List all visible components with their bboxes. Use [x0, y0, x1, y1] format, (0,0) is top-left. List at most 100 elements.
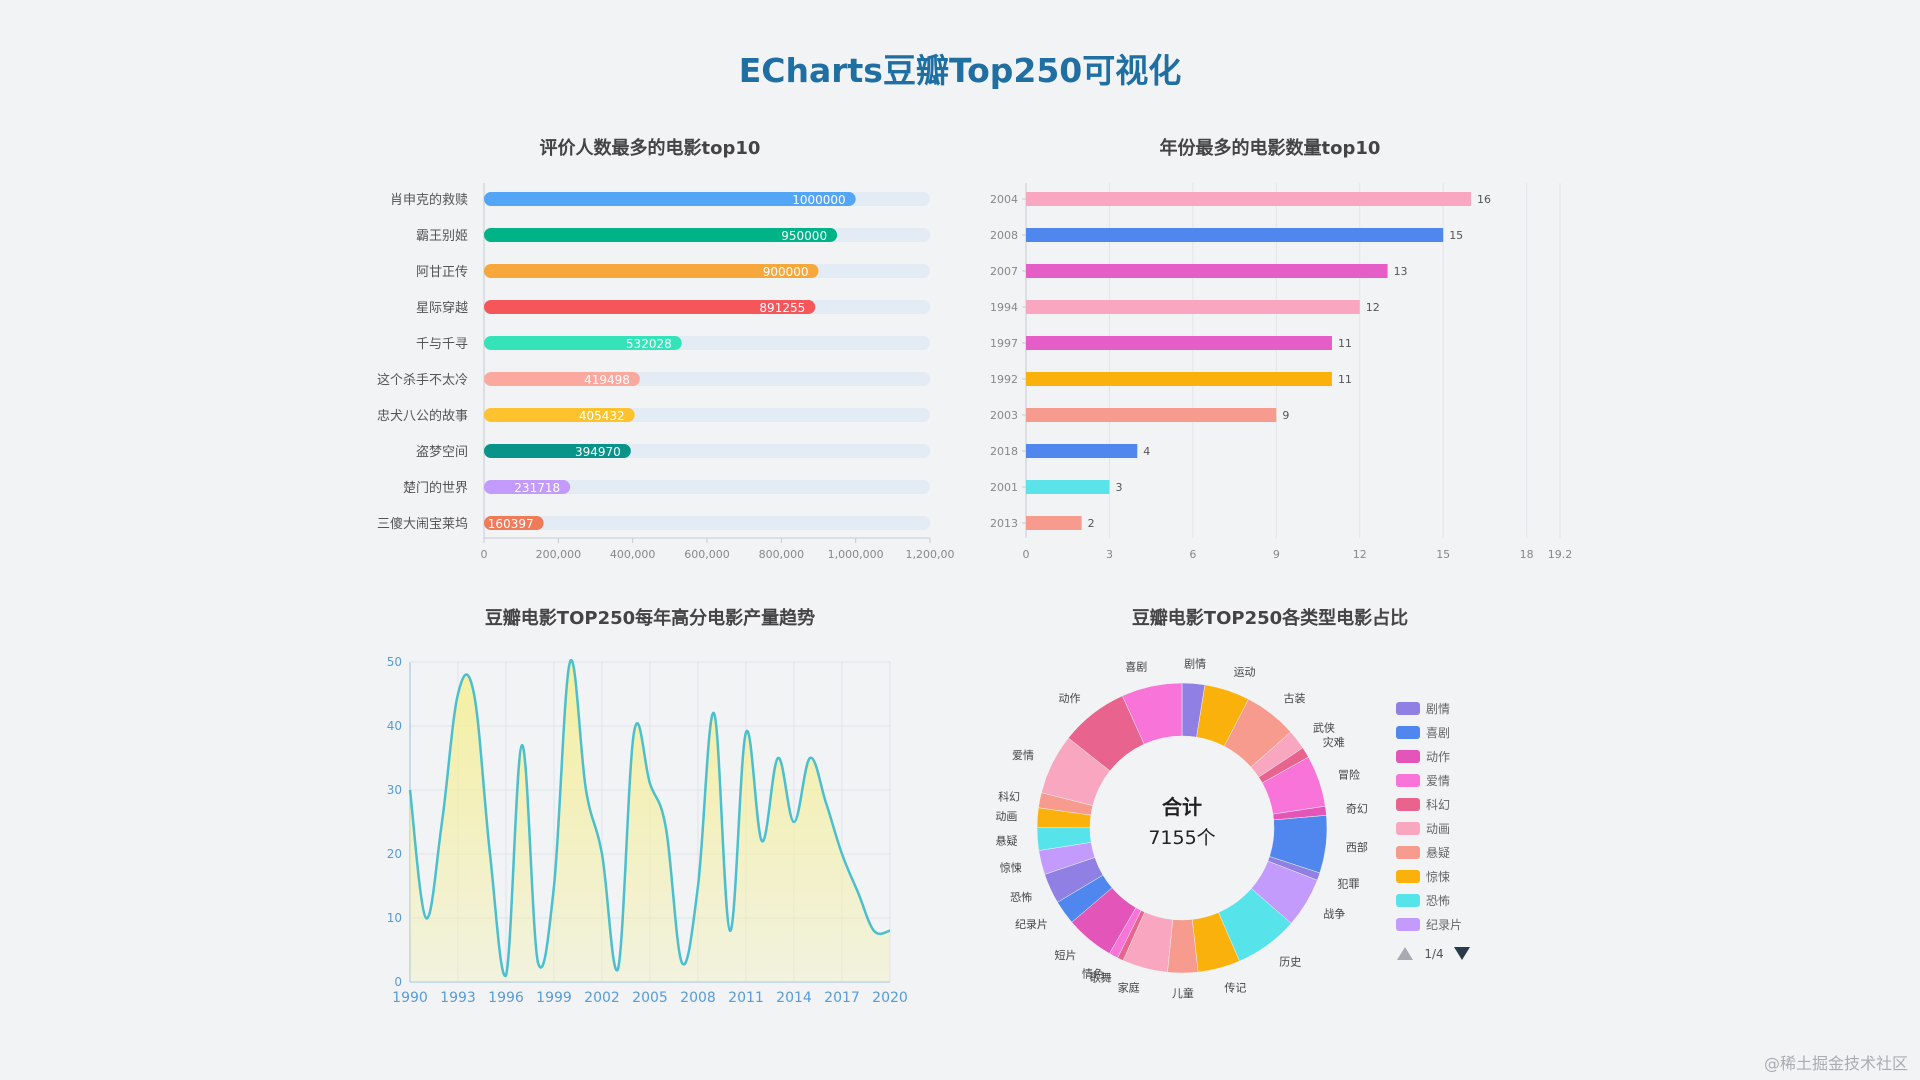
legend-label: 恐怖 [1426, 893, 1450, 908]
pie-slice [1038, 792, 1094, 816]
bar [1026, 192, 1471, 206]
x-tick-label: 19.2 [1548, 548, 1573, 561]
bar-background [484, 516, 930, 530]
pie-slice [1036, 807, 1092, 829]
slice-label: 历史 [1279, 955, 1301, 968]
x-tick-label: 2005 [632, 990, 668, 1006]
pie-slice [1223, 698, 1292, 768]
x-tick-label: 200,000 [536, 548, 582, 561]
data-label: 12 [1366, 301, 1380, 314]
bar [484, 192, 856, 206]
trend-line [408, 658, 891, 977]
slice-label: 西部 [1346, 840, 1368, 854]
data-label: 16 [1477, 193, 1491, 206]
x-tick-label: 800,000 [759, 548, 805, 561]
pie-slice [1250, 731, 1304, 778]
slice-label: 剧情 [1184, 658, 1206, 671]
slice-label: 家庭 [1118, 980, 1140, 994]
pie-slice [1036, 827, 1092, 851]
pie-slice [1109, 907, 1142, 959]
data-label: 13 [1394, 265, 1408, 278]
slice-label: 恐怖 [1010, 890, 1032, 904]
y-tick-label: 20 [387, 847, 402, 861]
slice-label: 运动 [1234, 665, 1256, 678]
x-tick-label: 1990 [392, 990, 428, 1006]
category-label: 霸王别姬 [416, 229, 468, 244]
slice-label: 古装 [1283, 692, 1305, 705]
x-tick-label: 0 [481, 548, 488, 561]
data-label: 900000 [763, 265, 809, 279]
slice-label: 灾难 [1323, 735, 1345, 749]
pie-slice [1267, 856, 1321, 881]
category-label: 这个杀手不太冷 [377, 372, 468, 388]
legend-swatch [1396, 846, 1420, 859]
bar [484, 444, 631, 458]
category-label: 忠犬八公的故事 [377, 408, 468, 424]
y-tick-label: 10 [387, 911, 402, 925]
slice-label: 武侠 [1313, 722, 1335, 735]
legend-swatch [1396, 894, 1420, 907]
category-label: 阿甘正传 [416, 265, 468, 280]
pie-slice [1122, 911, 1174, 973]
trend-area [410, 660, 890, 982]
category-label: 星际穿越 [416, 300, 468, 316]
center-value: 7155个 [1148, 827, 1215, 849]
x-tick-label: 2008 [680, 990, 716, 1006]
legend-label: 剧情 [1426, 702, 1450, 716]
data-label: 9 [1282, 409, 1289, 422]
data-label: 231718 [514, 481, 560, 495]
pie-slice [1041, 737, 1111, 806]
bar-background [484, 408, 930, 422]
legend-label: 科幻 [1426, 798, 1450, 812]
category-label: 2018 [990, 445, 1018, 458]
x-tick-label: 2002 [584, 990, 620, 1006]
data-label: 4 [1143, 445, 1150, 458]
data-label: 394970 [575, 445, 621, 459]
legend-label: 动作 [1426, 750, 1450, 764]
slice-label: 奇幻 [1346, 802, 1368, 815]
chart-title-ratings: 评价人数最多的电影top10 [539, 138, 761, 159]
x-tick-label: 400,000 [610, 548, 656, 561]
slice-label: 惊悚 [1000, 860, 1022, 874]
pie-slice [1272, 805, 1327, 821]
x-tick-label: 2011 [728, 990, 764, 1006]
chart-title-years: 年份最多的电影数量top10 [1159, 138, 1381, 159]
x-tick-label: 18 [1520, 548, 1534, 561]
bar [484, 336, 682, 350]
chart-title-trend: 豆瓣电影TOP250每年高分电影产量趋势 [484, 608, 816, 629]
legend-swatch [1396, 726, 1420, 739]
bar [484, 516, 544, 530]
data-label: 1000000 [792, 193, 845, 207]
bar [484, 408, 635, 422]
legend-next-page-icon[interactable] [1454, 947, 1470, 960]
pie-slice [1191, 912, 1240, 973]
bar-background [484, 264, 930, 278]
pie-slice [1044, 857, 1104, 903]
category-label: 1997 [990, 337, 1018, 350]
bar-background [484, 444, 930, 458]
legend-prev-page-icon[interactable] [1397, 947, 1413, 960]
category-label: 1992 [990, 373, 1018, 386]
legend-swatch [1396, 870, 1420, 883]
y-tick-label: 30 [387, 783, 402, 797]
legend-swatch [1396, 702, 1420, 715]
legend-label: 喜剧 [1426, 726, 1450, 740]
pie-slice [1122, 682, 1183, 745]
data-label: 2 [1088, 517, 1095, 530]
slice-label: 情色 [1082, 966, 1104, 980]
category-label: 2004 [990, 193, 1018, 206]
slice-label: 科幻 [998, 789, 1020, 803]
data-label: 3 [1115, 481, 1122, 494]
data-label: 11 [1338, 373, 1352, 386]
legend-page-indicator: 1/4 [1424, 947, 1443, 961]
page-title: ECharts豆瓣Top250可视化 [738, 51, 1182, 90]
watermark: @稀土掘金技术社区 [1763, 1054, 1908, 1073]
pie-slice [1261, 756, 1326, 815]
bar [1026, 372, 1332, 386]
data-label: 11 [1338, 337, 1352, 350]
category-label: 2003 [990, 409, 1018, 422]
legend-label: 动画 [1426, 822, 1450, 836]
x-tick-label: 1,000,000 [828, 548, 884, 561]
legend-label: 悬疑 [1426, 845, 1450, 860]
